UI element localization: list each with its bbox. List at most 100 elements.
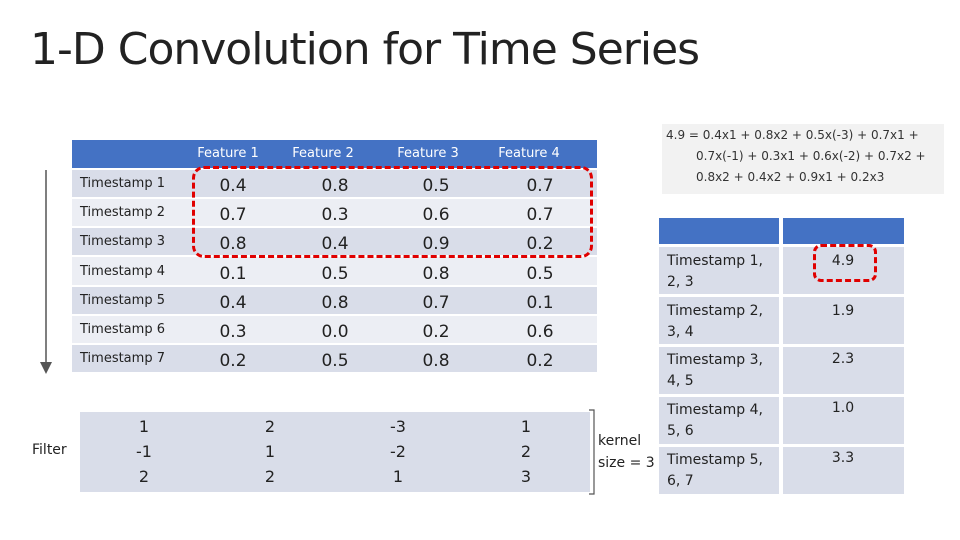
table-row [72, 345, 597, 372]
formula-line: 0.8x2 + 0.4x2 + 0.9x1 + 0.2x3 [696, 170, 885, 184]
table-cell: 0.7 [219, 205, 247, 225]
table-cell: 0.5 [321, 351, 349, 371]
filter-value: 2 [264, 417, 276, 436]
table-row [659, 297, 779, 344]
result-label-line: Timestamp 1, [667, 253, 763, 269]
result-value: 1.0 [831, 400, 855, 416]
filter-column-3 [334, 412, 462, 492]
row-label: Timestamp 7 [80, 351, 165, 366]
table-cell: 0.5 [422, 176, 450, 196]
filter-value: 1 [264, 442, 276, 461]
table-cell: 0.8 [219, 234, 247, 254]
filter-value: -3 [390, 417, 406, 436]
table-cell: 0.7 [526, 176, 554, 196]
table-cell: 0.8 [321, 176, 349, 196]
table-cell: 0.5 [526, 264, 554, 284]
kernel-label-line1: kernel [598, 433, 642, 449]
formula-line: 0.7x(-1) + 0.3x1 + 0.6x(-2) + 0.7x2 + [696, 149, 926, 163]
table-row [72, 287, 597, 314]
table-row [783, 447, 904, 494]
filter-value: 3 [520, 467, 532, 486]
result-label-line: 2, 3 [667, 274, 694, 290]
table-row [783, 397, 904, 444]
table-cell: 0.3 [321, 205, 349, 225]
result-row-label: Timestamp 4, 5, 6 [667, 400, 763, 442]
table-row [72, 228, 597, 255]
kernel-size-label: kernel size = 3 [598, 430, 655, 474]
result-highlight [813, 244, 877, 282]
result-label-line: 5, 6 [667, 423, 694, 439]
result-header-cell [783, 218, 904, 244]
bracket-icon [589, 409, 595, 495]
table-cell: 0.6 [526, 322, 554, 342]
result-label-line: Timestamp 3, [667, 352, 763, 368]
row-label: Timestamp 1 [80, 176, 165, 191]
table-row [72, 257, 597, 285]
result-value: 1.9 [831, 303, 855, 319]
table-row [72, 316, 597, 343]
filter-label: Filter [32, 442, 67, 458]
table-cell: 0.8 [422, 264, 450, 284]
table-cell: 0.7 [422, 293, 450, 313]
table-cell: 0.2 [526, 351, 554, 371]
formula-box: 4.9 = 0.4x1 + 0.8x2 + 0.5x(-3) + 0.7x1 +… [662, 124, 944, 194]
result-value: 4.9 [831, 253, 855, 269]
filter-value: 1 [138, 417, 150, 436]
table-cell: 0.4 [219, 293, 247, 313]
kernel-window-highlight [192, 166, 593, 258]
table-cell: 0.4 [321, 234, 349, 254]
table-cell: 0.8 [321, 293, 349, 313]
table-cell: 0.0 [321, 322, 349, 342]
header-feature-4: Feature 4 [498, 146, 560, 161]
table-row [783, 347, 904, 394]
table-row [659, 347, 779, 394]
result-label-line: Timestamp 4, [667, 402, 763, 418]
result-label-line: 4, 5 [667, 373, 694, 389]
table-row [783, 247, 904, 294]
header-feature-2: Feature 2 [292, 146, 354, 161]
kernel-label-line2: size = 3 [598, 455, 655, 471]
result-value: 2.3 [831, 351, 855, 367]
table-cell: 0.2 [422, 322, 450, 342]
result-header-cell [659, 218, 779, 244]
filter-value: 1 [392, 467, 404, 486]
table-cell: 0.1 [219, 264, 247, 284]
table-cell: 0.2 [526, 234, 554, 254]
filter-value: 2 [138, 467, 150, 486]
result-label-line: Timestamp 5, [667, 452, 763, 468]
time-arrow-icon [40, 170, 52, 374]
table-cell: 0.1 [526, 293, 554, 313]
table-cell: 0.3 [219, 322, 247, 342]
row-label: Timestamp 2 [80, 205, 165, 220]
table-cell: 0.9 [422, 234, 450, 254]
table-row [783, 297, 904, 344]
page-title: 1-D Convolution for Time Series [30, 24, 700, 75]
table-header-bar [72, 140, 597, 168]
table-row [72, 199, 597, 226]
table-row [659, 447, 779, 494]
filter-value: 1 [520, 417, 532, 436]
header-feature-1: Feature 1 [197, 146, 259, 161]
row-label: Timestamp 4 [80, 264, 165, 279]
table-row [659, 397, 779, 444]
table-cell: 0.6 [422, 205, 450, 225]
filter-column-1 [80, 412, 208, 492]
table-row [72, 170, 597, 197]
filter-column-2 [206, 412, 334, 492]
result-label-line: 6, 7 [667, 473, 694, 489]
result-row-label: Timestamp 5, 6, 7 [667, 450, 763, 492]
table-cell: 0.8 [422, 351, 450, 371]
result-value: 3.3 [831, 450, 855, 466]
row-label: Timestamp 6 [80, 322, 165, 337]
result-label-line: 3, 4 [667, 324, 694, 340]
result-row-label: Timestamp 1, 2, 3 [667, 251, 763, 293]
table-cell: 0.4 [219, 176, 247, 196]
table-cell: 0.5 [321, 264, 349, 284]
result-row-label: Timestamp 3, 4, 5 [667, 350, 763, 392]
header-feature-3: Feature 3 [397, 146, 459, 161]
result-row-label: Timestamp 2, 3, 4 [667, 301, 763, 343]
row-label: Timestamp 5 [80, 293, 165, 308]
table-cell: 0.7 [526, 205, 554, 225]
row-label: Timestamp 3 [80, 234, 165, 249]
filter-value: 2 [520, 442, 532, 461]
